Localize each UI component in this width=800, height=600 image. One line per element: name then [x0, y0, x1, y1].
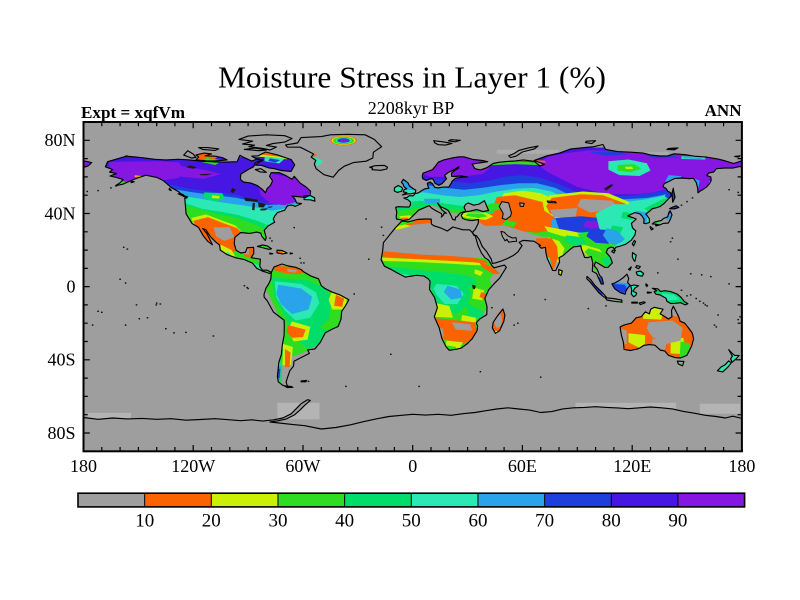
svg-text:80S: 80S: [47, 423, 75, 443]
svg-text:0: 0: [67, 277, 76, 297]
svg-text:50: 50: [402, 511, 421, 532]
svg-text:20: 20: [202, 511, 221, 532]
svg-text:40S: 40S: [47, 350, 75, 370]
svg-text:120E: 120E: [613, 456, 651, 476]
svg-text:70: 70: [535, 511, 554, 532]
svg-text:Expt = xqfVm: Expt = xqfVm: [81, 103, 185, 122]
svg-text:80N: 80N: [45, 130, 76, 150]
svg-text:ANN: ANN: [705, 101, 743, 120]
svg-text:90: 90: [668, 511, 687, 532]
svg-text:2208kyr BP: 2208kyr BP: [368, 98, 455, 118]
svg-text:60: 60: [469, 511, 488, 532]
svg-text:30: 30: [269, 511, 288, 532]
svg-text:180: 180: [728, 456, 755, 476]
svg-text:60W: 60W: [285, 456, 320, 476]
svg-text:40: 40: [335, 511, 354, 532]
svg-text:120W: 120W: [171, 456, 215, 476]
svg-text:60E: 60E: [508, 456, 537, 476]
svg-text:Moisture Stress in Layer 1 (%): Moisture Stress in Layer 1 (%): [218, 60, 606, 95]
svg-text:0: 0: [408, 456, 417, 476]
svg-text:40N: 40N: [45, 203, 76, 223]
svg-text:180: 180: [70, 456, 97, 476]
svg-text:80: 80: [602, 511, 621, 532]
svg-text:10: 10: [135, 511, 154, 532]
